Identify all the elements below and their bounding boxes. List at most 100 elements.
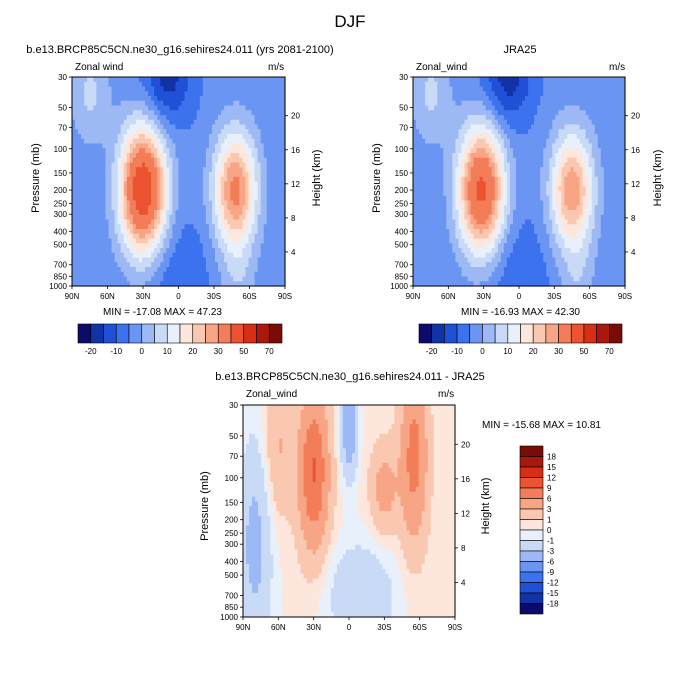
contour-cell	[117, 124, 122, 130]
contour-cell	[166, 181, 170, 187]
contour-cell	[281, 271, 286, 278]
contour-cell	[72, 210, 76, 216]
contour-cell	[132, 271, 137, 278]
contour-cell	[615, 86, 620, 92]
contour-cell	[126, 134, 131, 140]
contour-cell	[111, 281, 116, 287]
contour-cell	[233, 195, 237, 202]
contour-cell	[443, 129, 447, 135]
contour-cell	[138, 271, 143, 278]
contour-cell	[215, 119, 219, 126]
contour-cell	[78, 191, 82, 197]
contour-cell	[470, 124, 475, 130]
contour-cell	[75, 162, 79, 168]
contour-cell	[503, 86, 508, 92]
contour-cell	[190, 105, 195, 111]
contour-cell	[224, 100, 228, 107]
contour-cell	[476, 91, 481, 97]
contour-cell	[266, 267, 271, 273]
contour-cell	[87, 162, 91, 168]
contour-cell	[193, 167, 198, 173]
contour-cell	[160, 276, 164, 282]
contour-cell	[111, 86, 116, 92]
contour-cell	[467, 105, 472, 111]
contour-cell	[233, 252, 237, 259]
contour-cell	[215, 81, 219, 88]
contour-cell	[184, 167, 189, 173]
contour-cell	[248, 238, 253, 244]
contour-cell	[528, 81, 532, 88]
contour-cell	[515, 110, 520, 116]
contour-cell	[413, 77, 417, 83]
contour-cell	[123, 119, 128, 126]
contour-cell	[208, 219, 213, 225]
contour-cell	[90, 243, 94, 249]
contour-cell	[163, 229, 167, 235]
contour-cell	[221, 214, 225, 221]
contour-cell	[123, 205, 128, 211]
contour-cell	[443, 105, 447, 111]
contour-cell	[135, 219, 140, 225]
contour-cell	[93, 257, 97, 263]
contour-cell	[500, 100, 505, 107]
contour-cell	[148, 124, 152, 130]
contour-cell	[525, 124, 529, 130]
contour-cell	[78, 257, 82, 263]
contour-cell	[543, 96, 547, 102]
contour-cell	[230, 233, 234, 240]
contour-cell	[470, 91, 475, 97]
contour-cell	[72, 172, 76, 178]
contour-cell	[129, 172, 134, 178]
contour-cell	[239, 262, 243, 268]
contour-cell	[416, 129, 420, 135]
contour-cell	[111, 229, 116, 235]
contour-cell	[251, 257, 256, 263]
contour-cell	[218, 153, 222, 159]
contour-cell	[169, 233, 174, 240]
contour-cell	[266, 138, 271, 145]
contour-cell	[111, 100, 116, 107]
contour-cell	[129, 115, 134, 121]
contour-cell	[75, 143, 79, 149]
contour-cell	[215, 105, 219, 111]
contour-cell	[215, 214, 219, 221]
contour-cell	[84, 262, 88, 268]
contour-cell	[157, 233, 161, 240]
contour-cell	[269, 214, 274, 221]
contour-cell	[102, 105, 107, 111]
contour-cell	[84, 119, 88, 126]
contour-cell	[211, 181, 216, 187]
contour-cell	[184, 262, 189, 268]
contour-cell	[230, 224, 234, 230]
contour-cell	[422, 100, 426, 107]
contour-cell	[437, 91, 441, 97]
contour-cell	[190, 229, 195, 235]
contour-cell	[266, 229, 271, 235]
contour-cell	[621, 77, 626, 83]
contour-cell	[458, 129, 463, 135]
contour-cell	[96, 100, 100, 107]
contour-cell	[512, 124, 517, 130]
contour-cell	[588, 119, 593, 126]
contour-cell	[84, 224, 88, 230]
contour-cell	[272, 186, 277, 192]
contour-cell	[172, 214, 177, 221]
contour-cell	[105, 81, 110, 88]
contour-cell	[126, 267, 131, 273]
contour-cell	[236, 157, 240, 164]
contour-cell	[269, 110, 274, 116]
contour-cell	[509, 110, 514, 116]
contour-cell	[606, 77, 611, 83]
contour-cell	[543, 86, 547, 92]
contour-cell	[245, 262, 250, 268]
contour-cell	[254, 138, 259, 145]
contour-cell	[102, 138, 107, 145]
contour-cell	[193, 100, 198, 107]
contour-cell	[193, 219, 198, 225]
contour-cell	[90, 229, 94, 235]
contour-cell	[208, 167, 213, 173]
contour-cell	[615, 124, 620, 130]
contour-cell	[126, 115, 131, 121]
contour-cell	[175, 153, 180, 159]
contour-cell	[570, 110, 575, 116]
